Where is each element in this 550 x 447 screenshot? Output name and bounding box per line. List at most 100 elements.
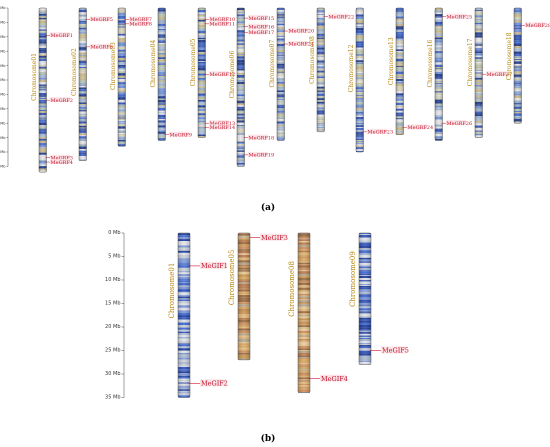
gene-label: MeGRF8 <box>130 22 153 28</box>
axis-tick-label: 20 Mb <box>105 324 120 330</box>
chromosome-label: Chromosome06 <box>229 50 236 98</box>
gene-highlight <box>209 16 229 22</box>
axis-tick-label: 50 Mb <box>0 150 6 154</box>
gene-label: MeGRF6 <box>91 45 114 51</box>
chromosome-label: Chromosome05 <box>190 38 197 86</box>
gene-highlight <box>209 71 229 77</box>
gene-highlight <box>129 16 149 22</box>
gene-highlight <box>248 29 268 35</box>
gene-highlight <box>260 233 286 241</box>
chromosome-label: Chromosome09 <box>349 251 357 307</box>
axis-tick-label: 35 Mb <box>105 395 120 401</box>
chromosome-chromosome07: Chromosome07 MeGRF20 MeGRF21 <box>269 7 314 141</box>
axis-tick-label: 35 Mb <box>0 107 6 111</box>
gene-highlight <box>381 346 407 354</box>
chromosome-chromosome16: Chromosome16 MeGRF25 MeGRF26 <box>427 7 473 141</box>
gene-label: MeGRF2 <box>51 98 74 104</box>
megabase-axis-b: 0 Mb 5 Mb 10 Mb 15 Mb 20 Mb 25 Mb 30 Mb 35 Mb <box>105 230 125 401</box>
gene-label: MeGRF9 <box>170 132 193 138</box>
gene-label: MeGRF11 <box>210 22 236 28</box>
panel-a: 0 Mb 5 Mb 10 Mb 15 Mb 20 Mb 25 Mb 30 Mb 35 Mb 40… <box>0 6 550 173</box>
chromosome-label: Chromosome05 <box>228 250 236 306</box>
gene-label: MeGIF3 <box>261 234 288 242</box>
gene-label: MeGRF22 <box>329 14 355 20</box>
panel-b: 0 Mb 5 Mb 10 Mb 15 Mb 20 Mb 25 Mb 30 Mb 35 Mb Ch… <box>105 230 409 401</box>
gene-label: MeGRF24 <box>408 125 434 131</box>
axis-tick-label: 25 Mb <box>0 78 6 82</box>
gene-label: MeGRF17 <box>249 30 275 36</box>
chromosome-label: Chromosome08 <box>309 36 316 84</box>
chromosome-label: Chromosome08 <box>288 261 296 317</box>
gene-label: MeGRF12 <box>210 72 236 78</box>
chromosome-chromosome08: Chromosome08 MeGIF4 <box>288 232 348 394</box>
axis-tick-label: 30 Mb <box>0 93 6 97</box>
gene-label: MeGRF16 <box>249 24 275 30</box>
gene-label: MeGIF2 <box>201 380 228 388</box>
chromosome-label: Chromosome02 <box>71 48 78 96</box>
chromosome-chromosome13: Chromosome13 MeGRF24 <box>388 7 434 135</box>
chromosome-label: Chromosome03 <box>110 42 117 90</box>
gene-highlight <box>129 20 149 26</box>
axis-tick-label: 0 Mb <box>108 230 120 236</box>
gene-highlight <box>50 154 70 160</box>
gene-label: MeGRF5 <box>91 17 114 23</box>
gene-label: MeGRF18 <box>249 135 275 141</box>
chromosome-label: Chromosome17 <box>467 38 474 86</box>
gene-highlight <box>486 71 506 77</box>
chromosome-chromosome18: Chromosome18 MeGRF28 <box>506 7 550 124</box>
panel-b-label: (b) <box>261 433 276 444</box>
chromosome-label: Chromosome01 <box>168 263 176 319</box>
axis-tick-label: 10 Mb <box>0 35 6 39</box>
chromosome-label: Chromosome07 <box>269 40 276 88</box>
axis-tick-label: 15 Mb <box>105 301 120 307</box>
chromosome-label: Chromosome12 <box>348 44 355 92</box>
gene-label: MeGRF25 <box>447 14 473 20</box>
gene-highlight <box>320 374 346 382</box>
chromosome-chromosome01: Chromosome01 MeGIF1 MeGIF2 <box>168 232 228 398</box>
gene-highlight <box>328 13 348 19</box>
gene-highlight <box>50 97 70 103</box>
chromosome-chromosome12: Chromosome12 MeGRF23 <box>348 7 393 153</box>
gene-highlight <box>248 23 268 29</box>
gene-label: MeGIF5 <box>382 347 409 355</box>
gene-highlight <box>209 124 229 130</box>
gene-highlight <box>446 13 466 19</box>
axis-tick-label: 55 Mb <box>0 165 6 169</box>
gene-highlight <box>200 261 226 269</box>
chromosome-label: Chromosome04 <box>150 40 157 88</box>
axis-tick-label: 40 Mb <box>0 121 6 125</box>
gene-label: MeGRF26 <box>447 121 473 127</box>
axis-tick-label: 10 Mb <box>105 277 120 283</box>
chromosome-chromosome05: Chromosome05 MeGIF3 <box>228 232 288 361</box>
gene-label: MeGRF13 <box>210 121 236 127</box>
gene-highlight <box>169 131 189 137</box>
chromosome-label: Chromosome18 <box>506 32 513 80</box>
gene-label: MeGRF7 <box>130 17 153 23</box>
gene-label: MeGRF14 <box>210 125 236 131</box>
gene-highlight <box>50 159 70 165</box>
axis-tick-label: 5 Mb <box>108 254 120 260</box>
gene-highlight <box>248 134 268 140</box>
axis-tick-label: 30 Mb <box>105 371 120 377</box>
chromosome-label: Chromosome13 <box>388 37 395 85</box>
gene-label: MeGRF1 <box>51 33 74 39</box>
chromosome-chromosome17: Chromosome17 MeGRF27 <box>467 7 512 138</box>
axis-tick-label: 20 Mb <box>0 64 6 68</box>
gene-label: MeGRF10 <box>210 17 236 23</box>
chromosome-chromosome09: Chromosome09 MeGIF5 <box>349 232 409 365</box>
axis-tick-label: 15 Mb <box>0 49 6 53</box>
chromosome-chromosome08: Chromosome08 MeGRF22 <box>309 7 355 133</box>
gene-highlight <box>248 15 268 21</box>
axis-tick-label: 5 Mb <box>0 21 6 25</box>
chromosome-label: Chromosome01 <box>31 53 38 101</box>
gene-label: MeGRF19 <box>249 153 275 159</box>
gene-label: MeGIF1 <box>201 262 228 270</box>
gene-label: MeGRF4 <box>51 160 74 166</box>
gene-highlight <box>367 128 387 134</box>
panel-a-label: (a) <box>261 202 275 213</box>
